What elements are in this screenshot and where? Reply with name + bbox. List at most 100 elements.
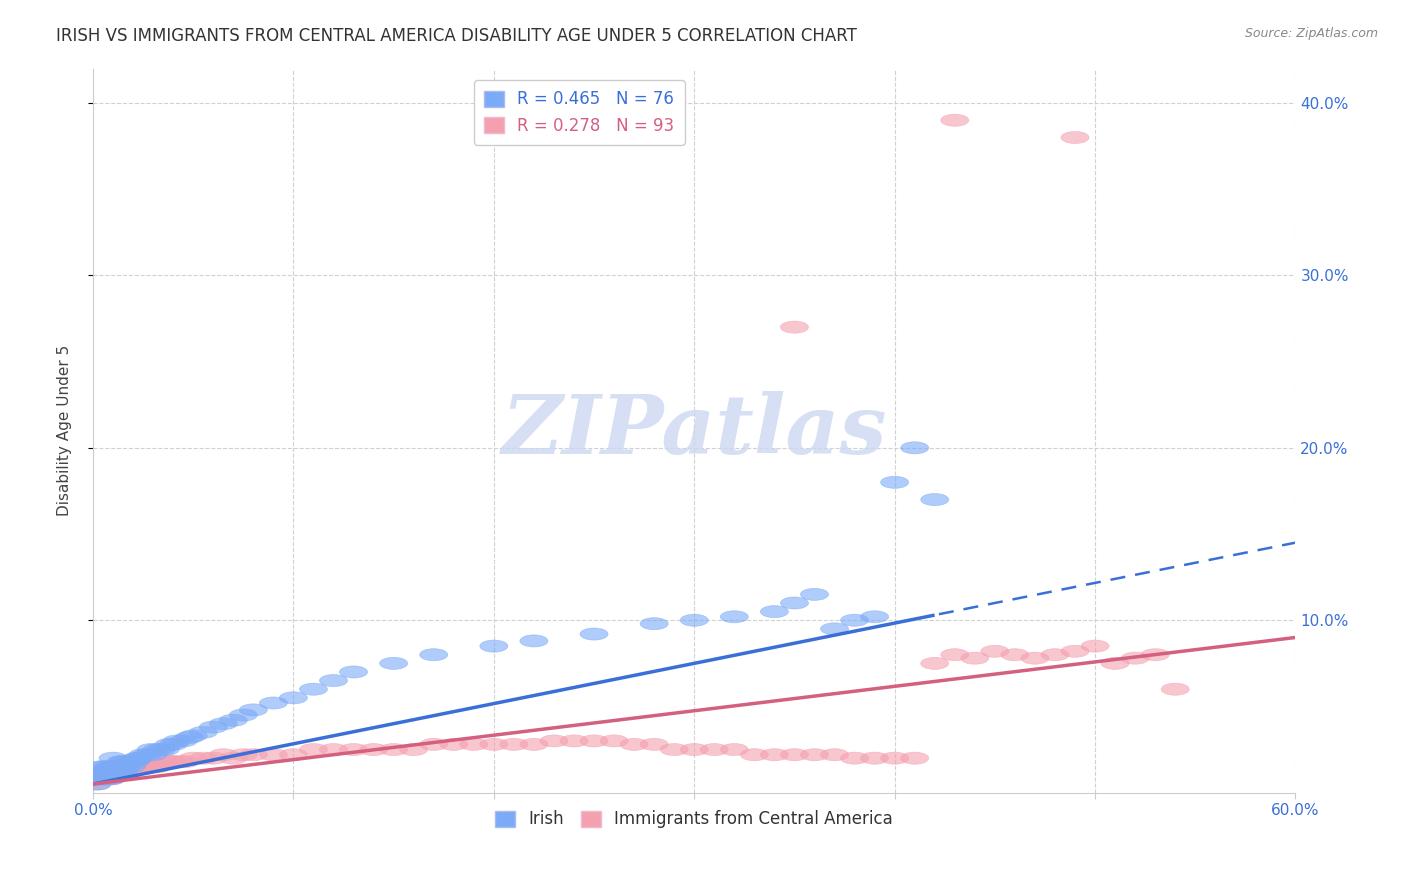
Ellipse shape xyxy=(901,442,929,454)
Ellipse shape xyxy=(780,321,808,334)
Ellipse shape xyxy=(800,589,828,600)
Ellipse shape xyxy=(87,761,115,772)
Ellipse shape xyxy=(96,772,124,785)
Ellipse shape xyxy=(620,739,648,750)
Ellipse shape xyxy=(115,766,143,778)
Ellipse shape xyxy=(190,752,218,764)
Ellipse shape xyxy=(98,761,127,772)
Ellipse shape xyxy=(105,770,134,781)
Ellipse shape xyxy=(159,739,187,750)
Ellipse shape xyxy=(219,714,247,726)
Ellipse shape xyxy=(83,778,111,790)
Ellipse shape xyxy=(124,752,150,764)
Ellipse shape xyxy=(419,739,447,750)
Ellipse shape xyxy=(299,683,328,695)
Ellipse shape xyxy=(110,766,138,778)
Ellipse shape xyxy=(600,735,628,747)
Ellipse shape xyxy=(103,761,131,772)
Ellipse shape xyxy=(96,766,124,778)
Ellipse shape xyxy=(117,761,145,772)
Ellipse shape xyxy=(93,772,121,785)
Ellipse shape xyxy=(124,761,150,772)
Ellipse shape xyxy=(520,635,548,647)
Ellipse shape xyxy=(117,766,145,778)
Ellipse shape xyxy=(520,739,548,750)
Ellipse shape xyxy=(681,744,709,756)
Ellipse shape xyxy=(89,772,117,785)
Ellipse shape xyxy=(941,648,969,661)
Ellipse shape xyxy=(103,761,131,772)
Ellipse shape xyxy=(780,597,808,609)
Ellipse shape xyxy=(149,756,177,768)
Ellipse shape xyxy=(101,770,129,781)
Ellipse shape xyxy=(111,766,139,778)
Ellipse shape xyxy=(860,611,889,623)
Ellipse shape xyxy=(700,744,728,756)
Ellipse shape xyxy=(761,748,789,761)
Ellipse shape xyxy=(89,766,117,778)
Ellipse shape xyxy=(209,748,238,761)
Ellipse shape xyxy=(91,772,120,785)
Ellipse shape xyxy=(115,756,143,768)
Ellipse shape xyxy=(120,761,148,772)
Ellipse shape xyxy=(540,735,568,747)
Ellipse shape xyxy=(399,744,427,756)
Ellipse shape xyxy=(125,752,153,764)
Ellipse shape xyxy=(155,739,183,750)
Ellipse shape xyxy=(101,770,129,781)
Ellipse shape xyxy=(720,744,748,756)
Text: Source: ZipAtlas.com: Source: ZipAtlas.com xyxy=(1244,27,1378,40)
Ellipse shape xyxy=(148,744,176,756)
Ellipse shape xyxy=(259,748,287,761)
Y-axis label: Disability Age Under 5: Disability Age Under 5 xyxy=(58,345,72,516)
Ellipse shape xyxy=(135,761,163,772)
Ellipse shape xyxy=(200,721,228,733)
Ellipse shape xyxy=(941,114,969,127)
Ellipse shape xyxy=(921,657,949,669)
Ellipse shape xyxy=(1021,652,1049,665)
Ellipse shape xyxy=(860,752,889,764)
Ellipse shape xyxy=(901,752,929,764)
Ellipse shape xyxy=(339,744,367,756)
Ellipse shape xyxy=(1142,648,1170,661)
Ellipse shape xyxy=(107,766,135,778)
Ellipse shape xyxy=(112,766,141,778)
Ellipse shape xyxy=(97,772,125,785)
Ellipse shape xyxy=(84,772,112,785)
Ellipse shape xyxy=(280,748,308,761)
Ellipse shape xyxy=(1081,640,1109,652)
Ellipse shape xyxy=(134,748,162,761)
Ellipse shape xyxy=(97,772,125,785)
Legend: Irish, Immigrants from Central America: Irish, Immigrants from Central America xyxy=(489,804,900,835)
Ellipse shape xyxy=(150,744,179,756)
Ellipse shape xyxy=(440,739,468,750)
Ellipse shape xyxy=(87,770,115,781)
Ellipse shape xyxy=(84,772,112,785)
Ellipse shape xyxy=(1001,648,1029,661)
Ellipse shape xyxy=(501,739,527,750)
Ellipse shape xyxy=(360,744,388,756)
Ellipse shape xyxy=(190,726,218,739)
Ellipse shape xyxy=(101,761,129,772)
Ellipse shape xyxy=(139,748,167,761)
Ellipse shape xyxy=(97,766,125,778)
Ellipse shape xyxy=(89,766,117,778)
Ellipse shape xyxy=(339,666,367,678)
Ellipse shape xyxy=(960,652,988,665)
Ellipse shape xyxy=(143,761,172,772)
Ellipse shape xyxy=(179,730,207,742)
Ellipse shape xyxy=(780,748,808,761)
Ellipse shape xyxy=(681,615,709,626)
Ellipse shape xyxy=(93,766,121,778)
Ellipse shape xyxy=(98,761,127,772)
Ellipse shape xyxy=(103,770,131,781)
Ellipse shape xyxy=(479,640,508,652)
Ellipse shape xyxy=(841,615,869,626)
Ellipse shape xyxy=(581,628,607,640)
Ellipse shape xyxy=(239,748,267,761)
Ellipse shape xyxy=(1121,652,1149,665)
Ellipse shape xyxy=(98,770,127,781)
Ellipse shape xyxy=(981,645,1010,657)
Ellipse shape xyxy=(821,623,849,635)
Ellipse shape xyxy=(105,770,134,781)
